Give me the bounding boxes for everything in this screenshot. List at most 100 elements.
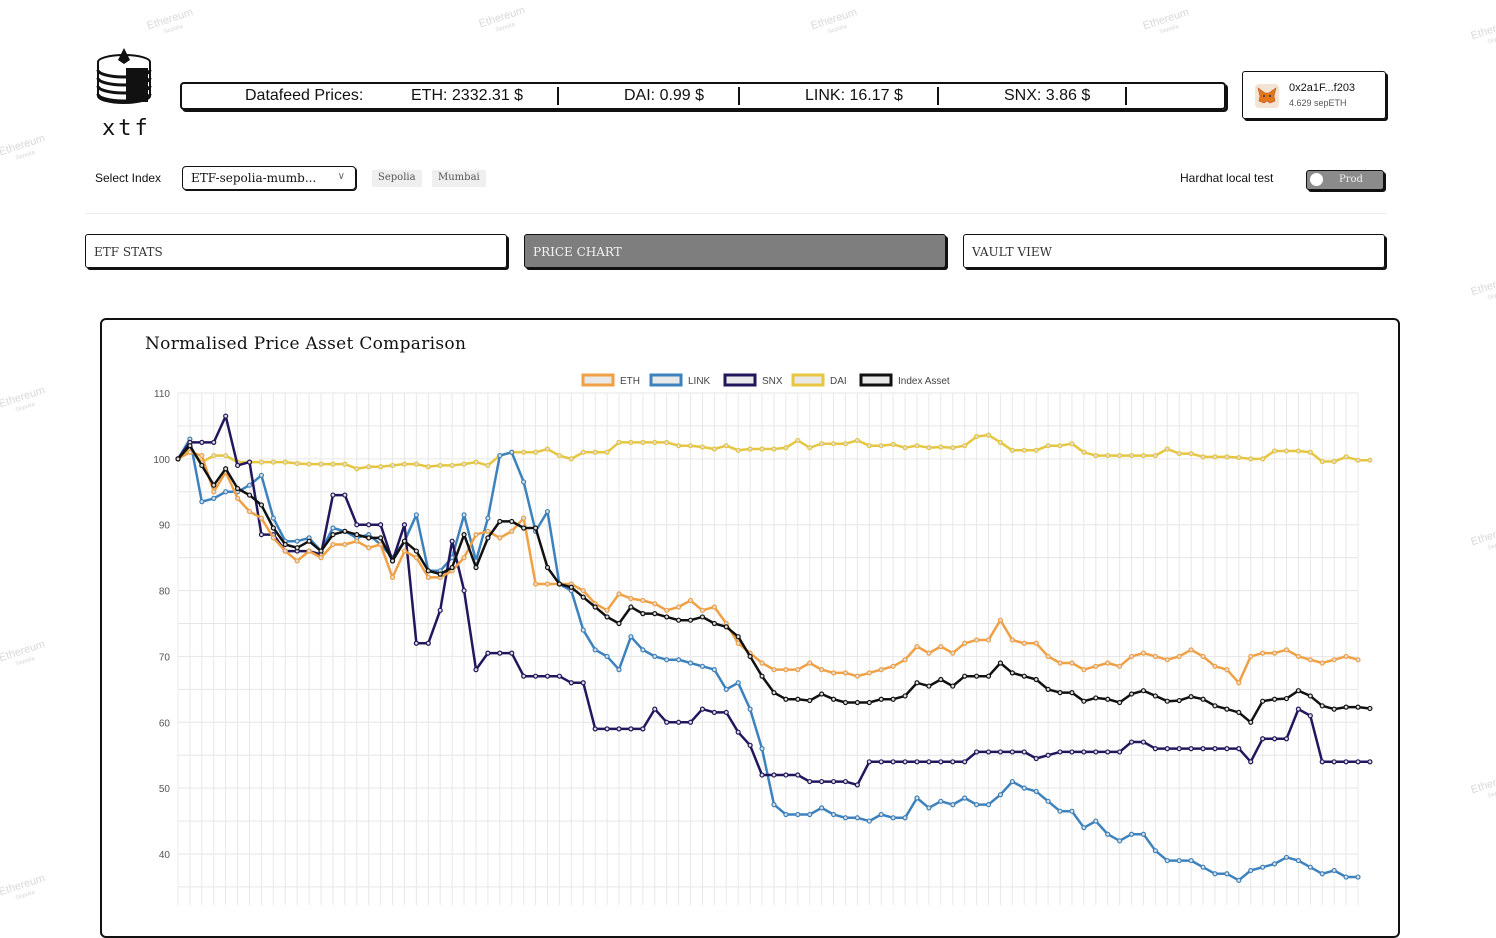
data-point — [246, 459, 253, 465]
data-point — [1105, 749, 1111, 755]
data-point — [759, 746, 765, 752]
data-point — [628, 634, 634, 640]
data-point — [807, 445, 813, 451]
data-point — [413, 548, 419, 554]
tab-etf-stats[interactable]: ETF STATS — [85, 234, 507, 268]
wallet-balance: 4.629 sepETH — [1289, 98, 1347, 108]
data-point — [938, 798, 944, 804]
index-select-value: ETF-sepolia-mumb... — [191, 171, 317, 185]
toggle-text: Prod — [1339, 174, 1363, 185]
data-point — [1283, 647, 1290, 653]
data-point — [735, 447, 741, 453]
data-point — [926, 805, 932, 811]
data-point — [890, 663, 896, 669]
data-point — [330, 541, 336, 548]
data-point — [1164, 857, 1170, 864]
prod-toggle[interactable]: Prod — [1306, 170, 1384, 190]
data-point — [973, 749, 980, 755]
price-separator — [557, 87, 559, 105]
data-point — [723, 624, 729, 630]
data-point — [1081, 698, 1087, 704]
data-point — [1188, 857, 1194, 864]
data-point — [509, 449, 515, 455]
data-point — [461, 512, 467, 518]
data-point — [234, 495, 241, 501]
data-point — [795, 811, 801, 818]
data-point — [282, 459, 288, 465]
data-point — [938, 759, 944, 765]
data-point — [1248, 719, 1254, 725]
data-point — [628, 439, 634, 445]
index-select[interactable]: ETF-sepolia-mumb... ∨ — [182, 166, 356, 190]
data-point — [938, 444, 944, 450]
data-point — [1081, 749, 1087, 755]
data-point — [723, 443, 729, 449]
network-chip-sepolia[interactable]: Sepolia — [372, 170, 422, 187]
legend-label-index-asset: Index Asset — [898, 376, 950, 387]
data-point — [842, 815, 849, 821]
network-chip-mumbai[interactable]: Mumbai — [432, 170, 486, 187]
data-point — [199, 499, 205, 505]
data-point — [556, 581, 563, 587]
data-point — [652, 439, 658, 445]
data-point — [926, 445, 932, 451]
data-point — [366, 535, 372, 541]
data-point — [532, 581, 539, 587]
data-point — [1355, 457, 1361, 463]
data-point — [1248, 456, 1254, 462]
data-point — [783, 445, 789, 451]
data-point — [616, 726, 622, 732]
data-point — [401, 522, 408, 528]
data-point — [1069, 749, 1075, 755]
data-point — [1164, 746, 1170, 752]
data-point — [1307, 449, 1313, 455]
data-point — [1200, 653, 1206, 660]
data-point — [795, 437, 801, 444]
data-point — [1200, 454, 1206, 460]
data-point — [652, 601, 658, 607]
data-point — [842, 670, 849, 676]
data-point — [1152, 848, 1158, 854]
data-point — [1033, 755, 1039, 762]
data-point — [1248, 653, 1254, 660]
legend-label-eth: ETH — [620, 376, 640, 387]
data-point — [687, 617, 694, 623]
data-point — [687, 443, 694, 449]
data-point — [1236, 709, 1242, 716]
wallet-button[interactable]: 0x2a1F...f203 4.629 sepETH — [1242, 71, 1386, 119]
data-point — [747, 446, 753, 452]
price-chart: 110 100 90 80 70 60 50 40 ETH LINK SNX DAI Index Ass… — [153, 373, 1373, 905]
data-point — [1069, 660, 1075, 666]
data-point — [1331, 759, 1337, 765]
data-point — [1212, 746, 1218, 752]
data-point — [258, 459, 265, 465]
legend-swatch — [859, 373, 893, 387]
tab-vault-view[interactable]: VAULT VIEW — [963, 234, 1385, 268]
data-point — [413, 461, 419, 467]
data-point — [914, 795, 920, 801]
data-point — [616, 620, 622, 627]
data-point — [1260, 456, 1266, 462]
data-point — [1343, 874, 1349, 880]
data-point — [485, 650, 491, 656]
data-point — [938, 643, 944, 650]
data-point — [211, 452, 217, 459]
data-point — [640, 597, 646, 604]
data-point — [1117, 699, 1123, 706]
data-point — [1140, 688, 1147, 694]
legend-swatch — [581, 373, 615, 387]
data-point — [1069, 808, 1075, 814]
data-point — [604, 449, 610, 455]
tab-price-chart[interactable]: PRICE CHART — [524, 234, 946, 268]
data-point — [473, 666, 479, 673]
data-point — [866, 759, 872, 765]
data-point — [544, 446, 551, 452]
data-point — [878, 443, 884, 449]
data-point — [640, 611, 646, 617]
data-point — [223, 466, 229, 472]
data-point — [401, 461, 408, 467]
data-point — [485, 515, 491, 521]
data-point — [699, 444, 706, 450]
data-point — [544, 673, 551, 679]
data-point — [1128, 691, 1135, 697]
